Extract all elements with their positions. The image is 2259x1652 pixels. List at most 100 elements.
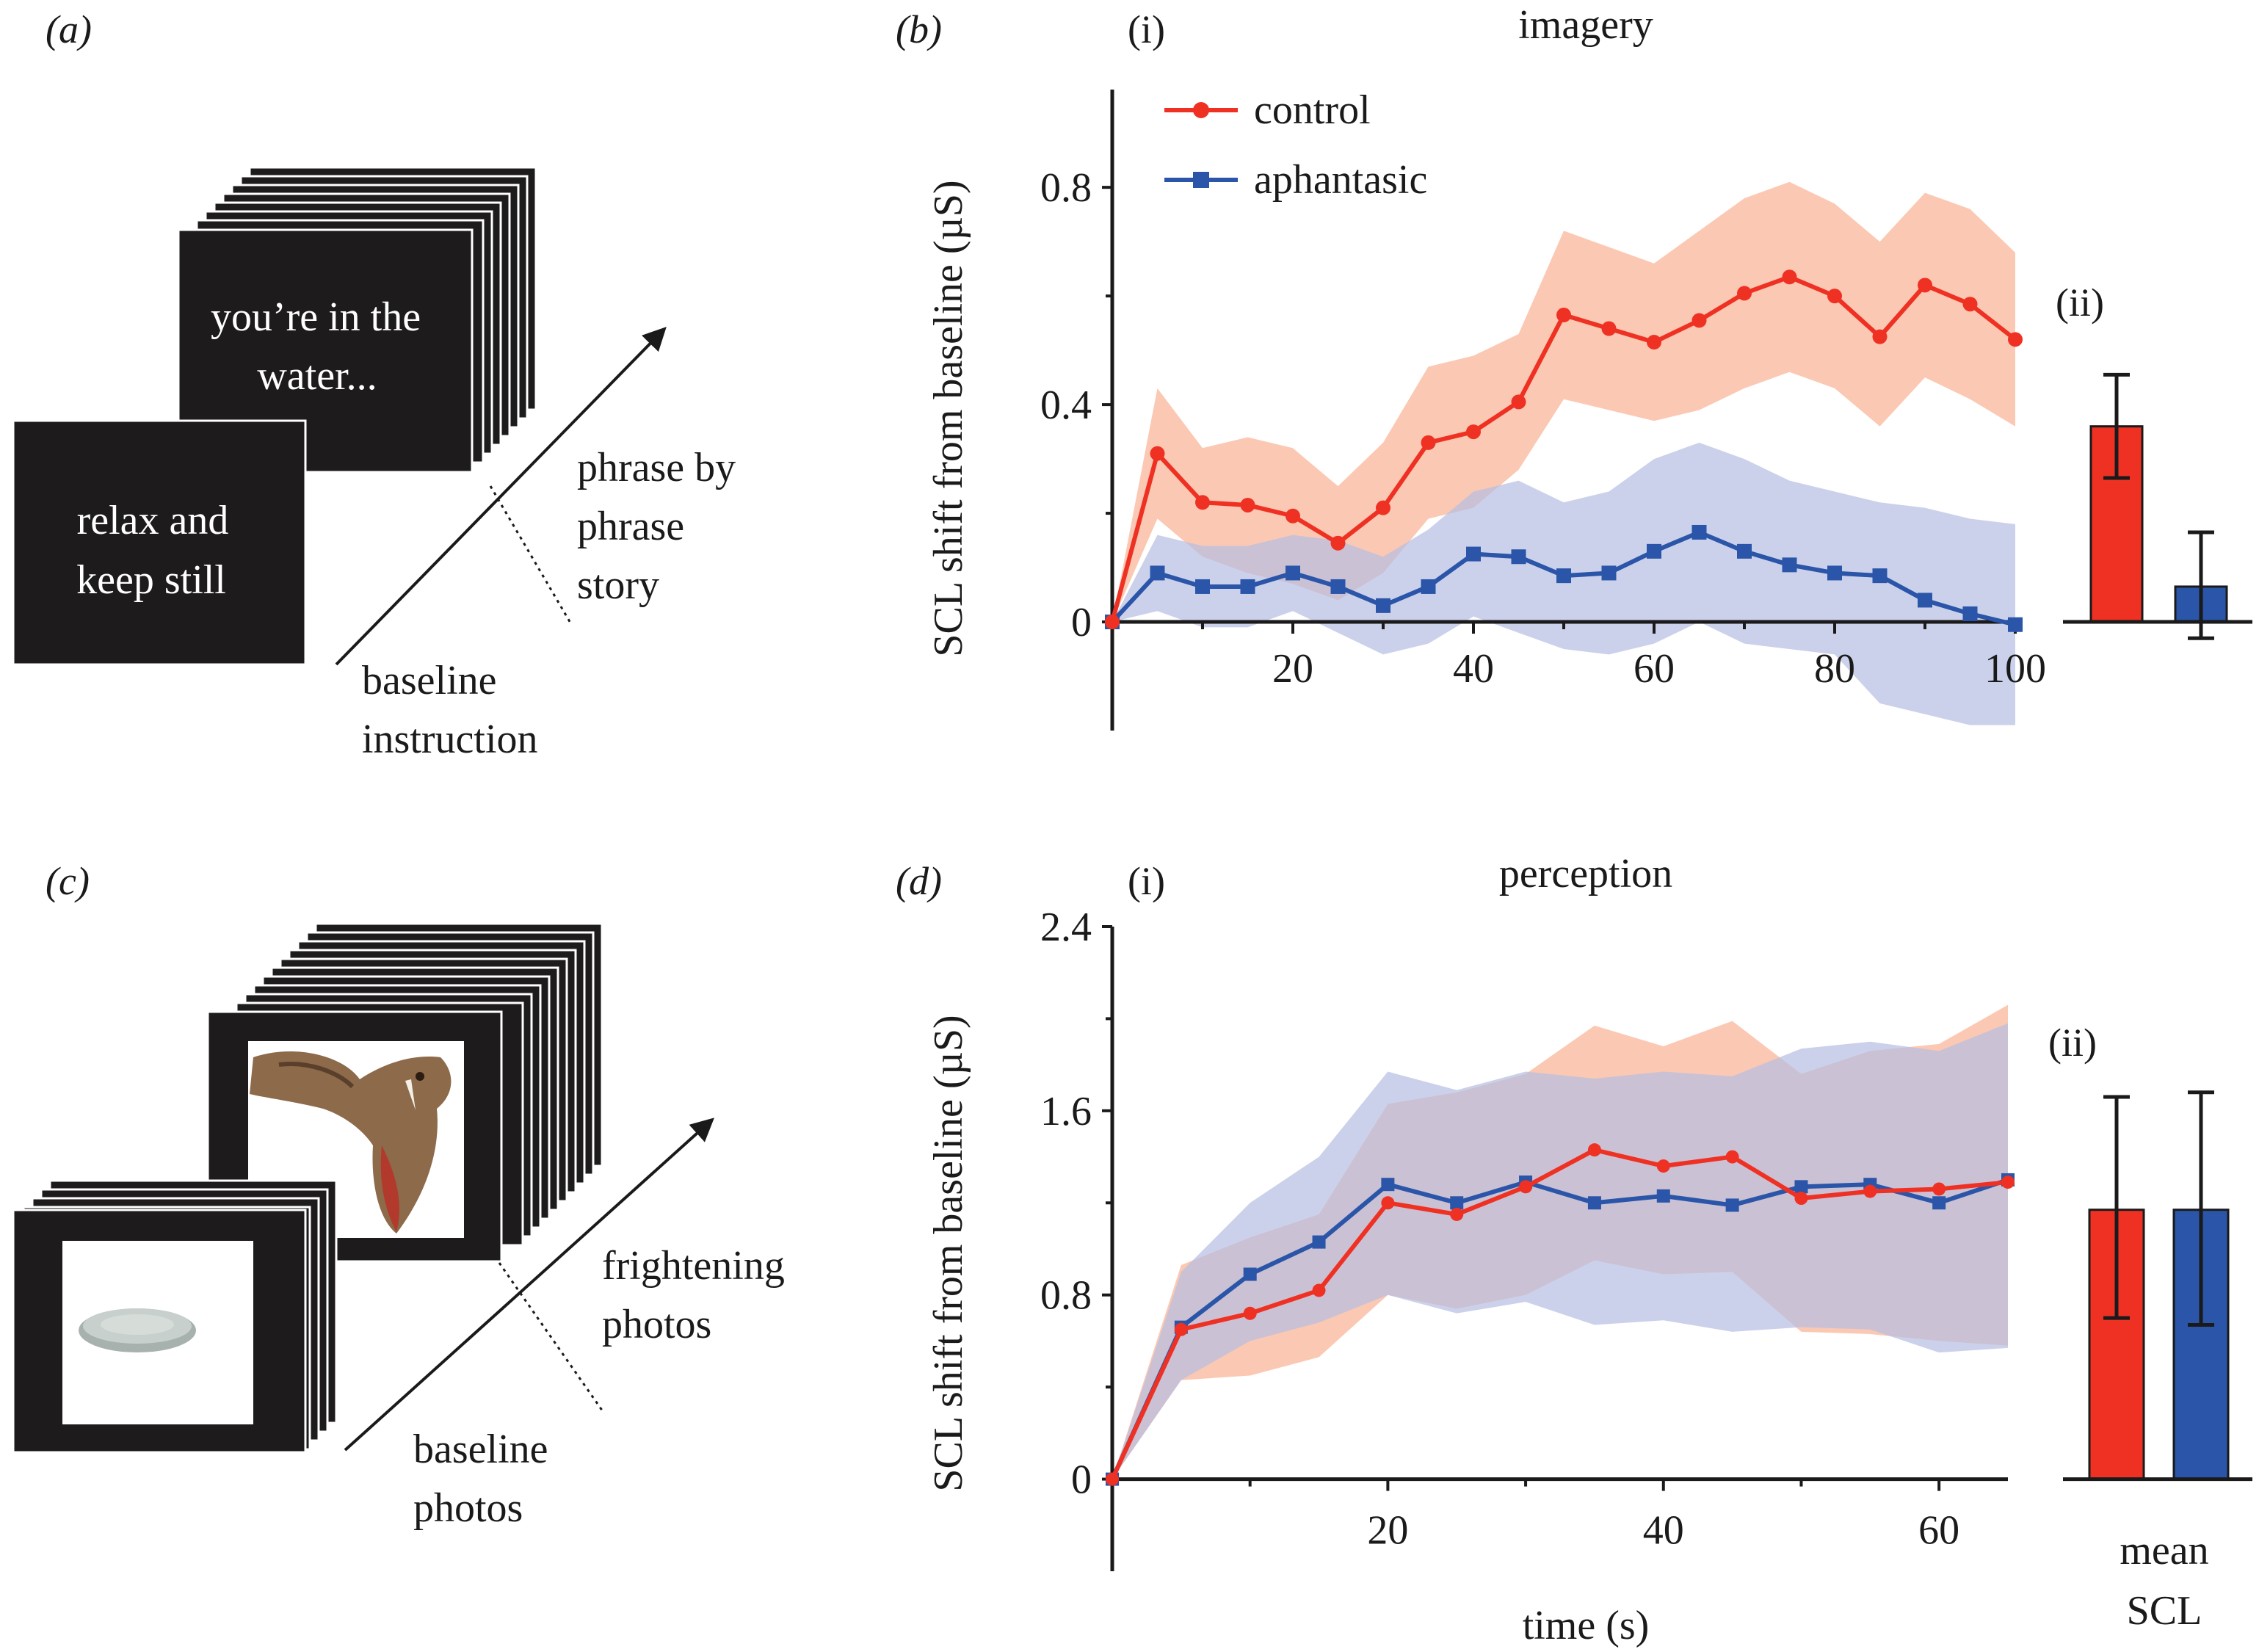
point-aphantasic (1587, 1196, 1601, 1210)
photo-divider-dotted (498, 1262, 606, 1414)
point-control (2001, 1175, 2015, 1189)
point-control (1511, 394, 1526, 410)
chart-d-ii: (ii) mean SCL (2048, 1021, 2252, 1634)
card-back-line-2: water... (257, 353, 377, 399)
point-control (1421, 435, 1436, 450)
point-aphantasic (1376, 598, 1390, 613)
y-tick-label: 0.8 (1040, 1273, 1092, 1319)
chart-b-i: (i) imagery SCL shift from baseline (µS)… (926, 2, 2046, 731)
point-control (1381, 1196, 1395, 1210)
band-aphantasic (1112, 1023, 2008, 1479)
point-control (1243, 1306, 1257, 1320)
card-front-line-1: relax and (77, 498, 229, 543)
photo-arrow-label-line-1: frightening (602, 1243, 785, 1289)
point-control (1466, 424, 1481, 440)
arrow-label-line-2: phrase (577, 504, 684, 549)
point-control (1174, 1322, 1188, 1336)
point-control (1737, 286, 1752, 301)
sequence-arrow (335, 327, 667, 666)
point-aphantasic (1381, 1178, 1395, 1192)
y-tick-label: 0 (1071, 1457, 1092, 1503)
point-control (1519, 1180, 1533, 1194)
point-aphantasic (1932, 1196, 1946, 1210)
point-control (1587, 1143, 1601, 1157)
snake-photo (250, 1051, 452, 1233)
point-aphantasic (1918, 593, 1932, 608)
card-stack-back: you’re in the water... (177, 166, 537, 474)
baseline-label-line-2: instruction (362, 717, 538, 762)
point-control (1827, 289, 1842, 304)
point-control (1240, 497, 1255, 512)
series-line-aphantasic (1110, 1178, 2009, 1480)
panel-label-c: (c) (46, 859, 90, 903)
point-control (1330, 535, 1346, 551)
chart-b-i-title: imagery (1518, 2, 1653, 48)
point-aphantasic (1872, 568, 1888, 584)
point-control (1601, 321, 1617, 336)
x-tick-label: 100 (1984, 646, 2046, 692)
chart-d-i-title: perception (1499, 851, 1672, 896)
chart-b-i-sub-label: (i) (1128, 7, 1165, 51)
point-aphantasic (1962, 606, 1978, 621)
point-control (1150, 446, 1165, 461)
chart-b-i-legend: control aphantasic (1164, 87, 1427, 203)
chart-d-ii-xlabel-line-1: mean (2120, 1528, 2208, 1573)
legend-control-marker (1193, 102, 1209, 118)
point-aphantasic (1240, 579, 1255, 594)
point-aphantasic (1556, 568, 1571, 584)
series-line-control (1110, 1148, 2009, 1480)
point-aphantasic (1243, 1267, 1257, 1281)
x-tick-label: 80 (1814, 646, 1855, 692)
point-aphantasic (1725, 1198, 1739, 1212)
point-control (1105, 615, 1120, 630)
panel-label-a: (a) (46, 7, 92, 51)
x-tick-label: 40 (1453, 646, 1494, 692)
card-back-line-1: you’re in the (211, 294, 421, 340)
point-control (1782, 269, 1797, 285)
point-control (1918, 278, 1932, 293)
x-tick-label: 40 (1643, 1508, 1684, 1554)
point-control (1106, 1472, 1119, 1486)
panel-label-d: (d) (896, 859, 942, 903)
point-aphantasic (1601, 565, 1617, 581)
arrow-label-line-1: phrase by (577, 445, 736, 490)
legend-aphantasic-marker (1193, 172, 1209, 188)
point-aphantasic (1195, 579, 1210, 594)
y-tick-label: 0.8 (1040, 165, 1092, 211)
point-control (1962, 297, 1978, 312)
plate-photo (79, 1308, 196, 1352)
photo-arrow-label-line-2: photos (602, 1302, 711, 1347)
baseline-label-line-1: baseline (362, 658, 496, 703)
chart-d-i: (i) perception SCL shift from baseline (… (926, 851, 2015, 1648)
chart-d-ii-sub-label: (ii) (2048, 1021, 2097, 1065)
band-aphantasic (1112, 442, 2015, 725)
panel-a: you’re in the water... relax and keep st… (12, 166, 736, 762)
point-control (1286, 508, 1300, 524)
point-control (1450, 1207, 1464, 1221)
point-aphantasic (1782, 557, 1797, 573)
point-aphantasic (1647, 543, 1661, 559)
point-control (1556, 308, 1571, 323)
point-control (1863, 1184, 1877, 1198)
point-control (2008, 332, 2023, 347)
point-aphantasic (1737, 543, 1752, 559)
card-front-line-2: keep still (76, 557, 226, 603)
point-aphantasic (1330, 579, 1346, 594)
y-tick-label: 0 (1071, 600, 1092, 645)
point-aphantasic (1286, 565, 1300, 581)
legend-control-label: control (1254, 87, 1371, 133)
x-tick-label: 60 (1633, 646, 1675, 692)
point-aphantasic (1466, 546, 1481, 562)
chart-d-ii-xlabel-line-2: SCL (2127, 1588, 2202, 1634)
point-control (1312, 1283, 1326, 1297)
photo-stack-back (206, 922, 603, 1263)
arrow-label-line-3: story (577, 562, 659, 608)
point-aphantasic (1691, 524, 1707, 540)
point-control (1647, 335, 1661, 350)
photo-stack-front (12, 1179, 338, 1454)
point-control (1376, 500, 1390, 515)
point-control (1794, 1192, 1808, 1206)
point-aphantasic (2008, 617, 2023, 632)
point-aphantasic (1656, 1189, 1670, 1203)
point-control (1932, 1182, 1946, 1196)
